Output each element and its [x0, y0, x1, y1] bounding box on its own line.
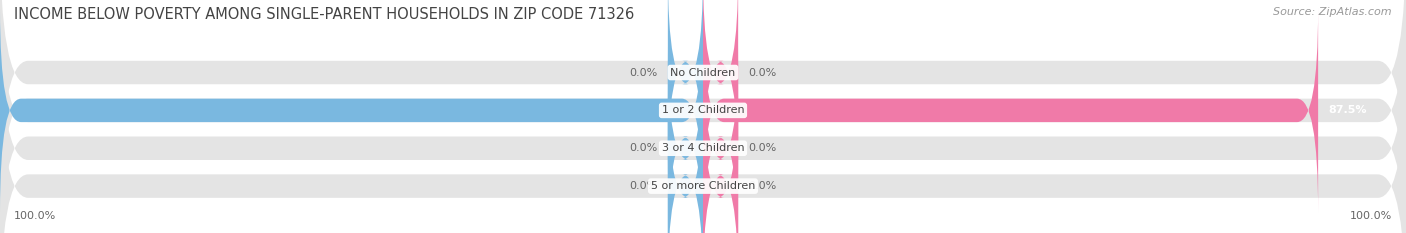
Text: 87.5%: 87.5%: [1329, 105, 1367, 115]
Text: 3 or 4 Children: 3 or 4 Children: [662, 143, 744, 153]
Text: INCOME BELOW POVERTY AMONG SINGLE-PARENT HOUSEHOLDS IN ZIP CODE 71326: INCOME BELOW POVERTY AMONG SINGLE-PARENT…: [14, 7, 634, 22]
Text: 0.0%: 0.0%: [749, 181, 778, 191]
FancyBboxPatch shape: [0, 0, 1406, 212]
Text: 100.0%: 100.0%: [14, 211, 56, 221]
FancyBboxPatch shape: [703, 84, 738, 233]
Text: 0.0%: 0.0%: [628, 68, 657, 78]
Text: No Children: No Children: [671, 68, 735, 78]
FancyBboxPatch shape: [703, 0, 738, 174]
FancyBboxPatch shape: [0, 9, 703, 212]
FancyBboxPatch shape: [668, 84, 703, 233]
FancyBboxPatch shape: [0, 9, 1406, 233]
Text: 0.0%: 0.0%: [628, 143, 657, 153]
Text: 0.0%: 0.0%: [749, 68, 778, 78]
FancyBboxPatch shape: [668, 0, 703, 174]
FancyBboxPatch shape: [0, 46, 1406, 233]
Text: 0.0%: 0.0%: [749, 143, 778, 153]
FancyBboxPatch shape: [703, 9, 1319, 212]
FancyBboxPatch shape: [703, 46, 738, 233]
Text: Source: ZipAtlas.com: Source: ZipAtlas.com: [1274, 7, 1392, 17]
Text: 0.0%: 0.0%: [628, 181, 657, 191]
FancyBboxPatch shape: [668, 46, 703, 233]
Text: 1 or 2 Children: 1 or 2 Children: [662, 105, 744, 115]
Text: 100.0%: 100.0%: [1350, 211, 1392, 221]
Text: 5 or more Children: 5 or more Children: [651, 181, 755, 191]
